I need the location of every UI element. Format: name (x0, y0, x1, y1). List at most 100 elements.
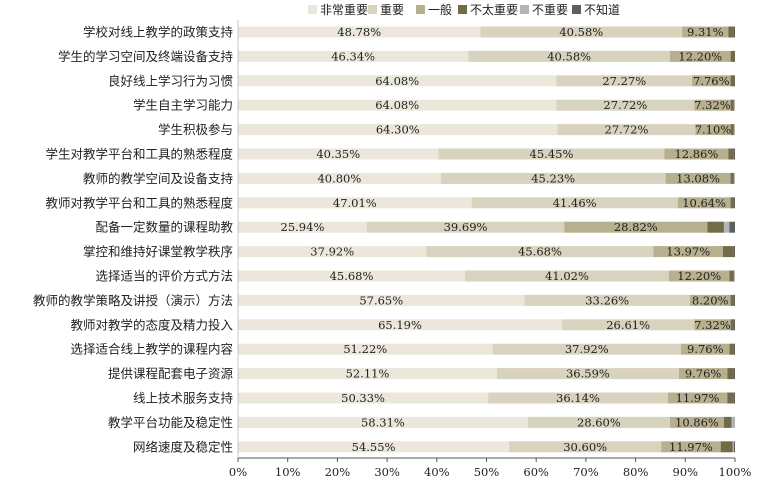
data-label: 45.68% (330, 269, 374, 283)
bar-segment (668, 270, 730, 282)
x-tick-label: 20% (325, 465, 351, 479)
category-label: 教师的教学策略及讲授（演示）方法 (33, 293, 233, 308)
bar-segment (727, 368, 734, 380)
bar-segment (238, 270, 466, 282)
data-label: 28.60% (577, 415, 621, 429)
bar-segment (440, 172, 666, 184)
category-label: 配备一定数量的课程助教 (95, 220, 233, 235)
bar-segment (238, 221, 367, 233)
bar-segment (730, 172, 734, 184)
bar-segment (238, 148, 439, 160)
data-label: 12.20% (678, 49, 722, 63)
category-label: 学生的学习空间及终端设备支持 (58, 49, 233, 64)
bar-segment (238, 172, 441, 184)
bar-segment (727, 392, 734, 404)
data-label: 7.10% (695, 123, 732, 137)
bar-segment (564, 221, 708, 233)
bar-segment (556, 75, 693, 87)
bar-segment (238, 124, 558, 136)
bar-segment (238, 26, 481, 38)
bar-segment (527, 416, 670, 428)
bar-segment (733, 294, 735, 306)
data-label: 37.92% (565, 342, 609, 356)
bar-segment (707, 221, 724, 233)
data-label: 11.97% (676, 391, 720, 405)
bar-segment (723, 416, 732, 428)
legend-swatch (368, 5, 377, 14)
data-label: 9.76% (687, 342, 724, 356)
category-label: 提供课程配套电子资源 (108, 366, 234, 381)
x-tick-label: 100% (719, 465, 752, 479)
x-tick-label: 90% (673, 465, 699, 479)
bar-segment (692, 75, 731, 87)
bar-segment (238, 246, 427, 258)
data-label: 45.45% (530, 147, 574, 161)
data-label: 13.08% (676, 171, 720, 185)
bar-segment (496, 368, 679, 380)
category-label: 线上技术服务支持 (133, 391, 233, 406)
bar-segment (238, 99, 557, 111)
data-label: 64.08% (375, 98, 419, 112)
bar-segment (238, 343, 493, 355)
bar-segment (366, 221, 565, 233)
bar-segment (238, 368, 497, 380)
data-label: 40.58% (559, 25, 603, 39)
bar-segment (682, 26, 729, 38)
bar-segment (465, 270, 669, 282)
bar-segment (689, 294, 731, 306)
x-axis: 0% 10% 20% 30% 40% 50% 60% 70% 80% 90% 100% (229, 20, 752, 479)
data-label: 8.20% (692, 293, 729, 307)
bar-segment (728, 26, 734, 38)
data-label: 36.14% (556, 391, 600, 405)
bar-segment (723, 221, 730, 233)
bar-segment (733, 343, 735, 355)
category-label: 学生积极参与 (158, 122, 233, 137)
data-label: 40.58% (547, 49, 591, 63)
legend-label: 不重要 (532, 3, 568, 17)
data-label: 25.94% (281, 220, 325, 234)
bar-segment (238, 50, 469, 62)
bar-segment (471, 197, 678, 209)
data-label: 7.76% (693, 74, 730, 88)
bar-segment (238, 75, 557, 87)
data-label: 45.23% (531, 171, 575, 185)
bar-segment (733, 319, 735, 331)
data-label: 27.27% (602, 74, 646, 88)
data-label: 40.35% (316, 147, 360, 161)
data-label: 52.11% (346, 367, 390, 381)
x-tick-label: 30% (374, 465, 400, 479)
data-label: 10.64% (682, 196, 726, 210)
bar-segment (681, 343, 730, 355)
x-tick-label: 80% (623, 465, 649, 479)
data-label: 10.86% (675, 415, 719, 429)
bar-segment (694, 99, 731, 111)
bar-segment (733, 124, 735, 136)
bar-segment (678, 368, 728, 380)
data-label: 47.01% (333, 196, 377, 210)
category-label: 教学平台功能及稳定性 (108, 415, 233, 430)
bar-segment (524, 294, 690, 306)
x-tick-label: 40% (424, 465, 450, 479)
data-label: 7.32% (694, 318, 731, 332)
legend-swatch (308, 5, 317, 14)
bar-segment (730, 124, 734, 136)
bar-segment (653, 246, 723, 258)
bar-segment (733, 26, 735, 38)
bar-segment (661, 441, 721, 453)
data-label: 45.68% (518, 245, 562, 259)
bar-segment (677, 197, 731, 209)
category-label: 选择适当的评价方式方法 (95, 269, 233, 284)
category-label: 教师对教学平台和工具的熟悉程度 (45, 195, 233, 210)
data-label: 57.65% (359, 293, 403, 307)
bar-segment (730, 294, 734, 306)
bar-segment (438, 148, 665, 160)
bar-segment (731, 416, 735, 428)
bar-segment (556, 99, 695, 111)
data-label: 7.32% (694, 98, 731, 112)
bar-segment (733, 441, 735, 453)
bar-segment (667, 392, 728, 404)
bar-segment (669, 416, 724, 428)
bar-segment (468, 50, 670, 62)
data-label: 54.55% (352, 440, 396, 454)
data-label: 33.26% (585, 293, 629, 307)
